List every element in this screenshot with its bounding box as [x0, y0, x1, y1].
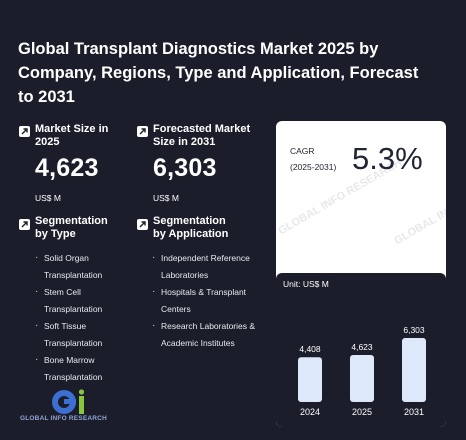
page-title: Global Transplant Diagnostics Market 202… [18, 40, 419, 106]
arrow-up-right-icon [19, 126, 30, 137]
x-tick-label: 2031 [404, 407, 424, 417]
list-item: Stem Cell Transplantation [35, 283, 135, 318]
cagr-value: 5.3% [352, 141, 423, 176]
company-logo: GLOBAL INFO RESEARCH [20, 388, 120, 428]
logo-icon [52, 389, 85, 414]
data-label: 4,623 [351, 342, 373, 352]
bar-2031 [402, 338, 426, 402]
watermark: GLOBAL INFO RESEARCH [392, 167, 446, 248]
x-tick-label: 2024 [300, 407, 320, 417]
bar-chart: 4,408 2024 4,623 2025 6,303 2031 [298, 325, 426, 417]
chart-unit-label: Unit: US$ M [283, 279, 329, 289]
list-item: Hospitals & Transplant Centers [152, 283, 267, 318]
bar-2024 [298, 357, 322, 402]
segmentation-application-list: Independent Reference Laboratories Hospi… [152, 249, 267, 352]
forecast-size-label: Forecasted Market Size in 2031 [153, 123, 251, 148]
arrow-up-right-icon [137, 219, 148, 230]
forecast-size-value: 6,303 [153, 154, 217, 182]
market-size-label: Market Size in 2025 [35, 123, 109, 148]
market-size-value: 4,623 [35, 154, 99, 182]
cagr-title: CAGR [290, 146, 315, 156]
bar-chart-panel: Unit: US$ M 4,408 2024 4,623 2025 6,303 2031 [276, 273, 446, 427]
logo-text: GLOBAL INFO RESEARCH [20, 415, 107, 422]
data-label: 4,408 [299, 344, 321, 354]
segmentation-type-label: Segmentation by Type [35, 215, 108, 240]
segmentation-type-list: Solid Organ Transplantation Stem Cell Tr… [35, 249, 135, 386]
market-size-unit: US$ M [35, 193, 61, 203]
segmentation-application-label: Segmentation by Application [153, 215, 229, 240]
cagr-label: CAGR (2025-2031) [290, 143, 336, 175]
list-item: Bone Marrow Transplantation [35, 351, 135, 386]
forecast-size-unit: US$ M [153, 193, 179, 203]
arrow-up-right-icon [137, 126, 148, 137]
list-item: Independent Reference Laboratories [152, 249, 267, 284]
list-item: Research Laboratories & Academic Institu… [152, 317, 267, 352]
data-label: 6,303 [403, 325, 425, 335]
x-tick-label: 2025 [352, 407, 372, 417]
cagr-period: (2025-2031) [290, 162, 337, 172]
list-item: Solid Organ Transplantation [35, 249, 135, 284]
cagr-panel: GLOBAL INFO RESEARCH GLOBAL INFO RESEARC… [276, 121, 446, 427]
list-item: Soft Tissue Transplantation [35, 317, 135, 352]
arrow-up-right-icon [19, 219, 30, 230]
bar-2025 [350, 355, 374, 402]
